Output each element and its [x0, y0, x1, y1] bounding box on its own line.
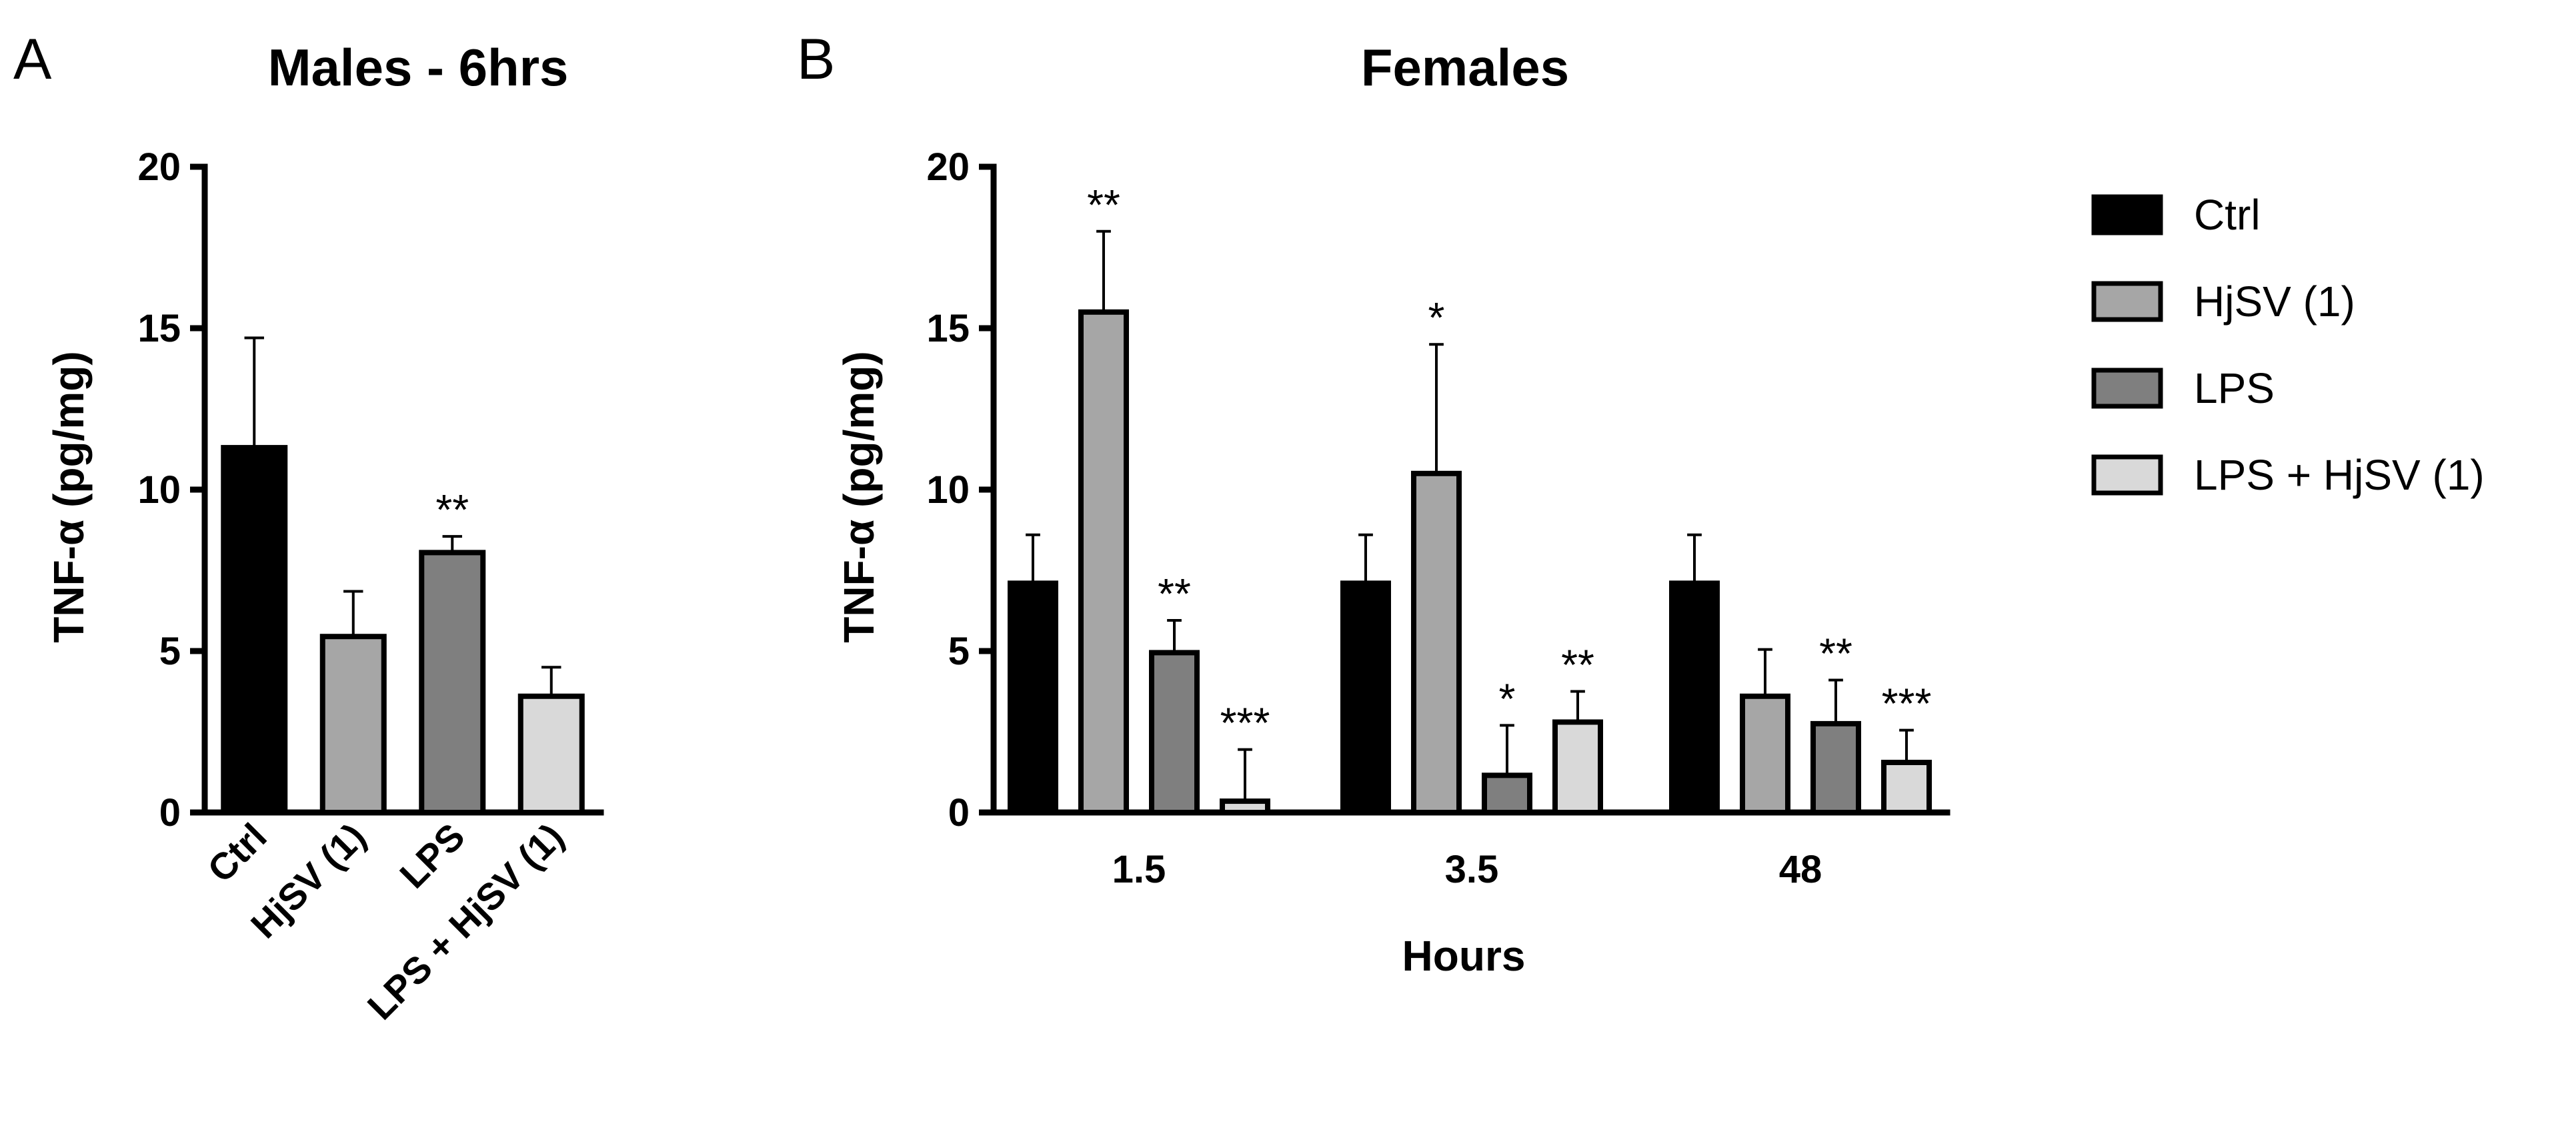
bar-hjsv-1	[1740, 693, 1790, 816]
error-bar	[1358, 533, 1373, 584]
bar-hjsv-1	[1078, 309, 1129, 815]
bar-group-1-5: *******	[1008, 181, 1270, 816]
legend-label: LPS	[2194, 364, 2275, 412]
significance-label: ***	[1882, 680, 1932, 728]
y-tick-label: 5	[159, 630, 181, 673]
bar-lps-hjsv-1	[517, 693, 585, 816]
error-bar	[1687, 533, 1702, 584]
panel-a-y-axis-label: TNF-α (pg/mg)	[45, 351, 93, 642]
error-bar	[244, 336, 264, 448]
legend-label: LPS + HjSV (1)	[2194, 451, 2485, 499]
bar-ctrl	[1340, 580, 1391, 815]
significance-label: **	[435, 486, 469, 534]
legend-item: HjSV (1)	[2091, 277, 2355, 326]
x-category-label: 1.5	[1112, 848, 1166, 891]
error-bar	[1429, 343, 1444, 474]
significance-label: **	[1561, 641, 1594, 689]
error-bar	[1238, 748, 1252, 802]
y-tick-label: 15	[926, 307, 970, 350]
y-tick-label: 20	[926, 145, 970, 189]
significance-label: **	[1819, 630, 1852, 678]
error-bar	[1828, 678, 1843, 724]
legend-swatch	[2091, 368, 2163, 409]
x-category-label: LPS	[391, 815, 473, 897]
error-bar	[1570, 690, 1585, 722]
bar-lps	[419, 550, 486, 815]
error-bar	[1500, 724, 1514, 776]
error-bar	[1167, 619, 1182, 653]
legend-label: Ctrl	[2194, 191, 2261, 239]
error-bar	[541, 666, 561, 696]
panel-a-letter: A	[13, 27, 52, 91]
error-bar	[1026, 533, 1040, 584]
y-tick-label: 10	[926, 468, 970, 512]
bar-ctrl	[1008, 580, 1058, 815]
x-category-label: 48	[1779, 848, 1822, 891]
legend-label: HjSV (1)	[2194, 277, 2355, 326]
bar-lps-hjsv-1	[1552, 719, 1603, 815]
significance-label: ***	[1220, 699, 1270, 747]
bar-hjsv-1	[319, 634, 387, 815]
panel-a-title: Males - 6hrs	[268, 38, 569, 97]
significance-label: *	[1499, 674, 1516, 722]
y-tick-label: 20	[137, 145, 181, 189]
bar-ctrl	[221, 445, 288, 815]
y-tick-label: 10	[137, 468, 181, 512]
legend-item: LPS + HjSV (1)	[2091, 451, 2485, 499]
panel-b-y-axis-label: TNF-α (pg/mg)	[835, 351, 883, 642]
error-bar	[1096, 229, 1111, 312]
legend-swatch	[2091, 454, 2163, 496]
significance-label: **	[1158, 570, 1191, 618]
bar-group-48: *****	[1669, 533, 1932, 816]
bar-lps	[1149, 650, 1200, 815]
panel-b-letter: B	[797, 27, 835, 91]
x-category-label: 3.5	[1445, 848, 1499, 891]
error-bar	[442, 535, 462, 553]
bar-lps-hjsv-1	[1881, 759, 1932, 815]
significance-label: **	[1087, 181, 1120, 229]
y-tick-label: 0	[948, 791, 970, 834]
error-bar	[343, 590, 363, 637]
legend-swatch	[2091, 194, 2163, 235]
bar-lps-hjsv-1	[1220, 798, 1270, 816]
x-category-label: Ctrl	[199, 815, 275, 891]
bar-lps	[1482, 772, 1532, 815]
y-tick-label: 15	[137, 307, 181, 350]
y-tick-label: 5	[948, 630, 970, 673]
significance-label: *	[1428, 294, 1445, 342]
bar-lps	[1810, 720, 1861, 816]
error-bar	[1899, 728, 1914, 762]
y-tick-label: 0	[159, 791, 181, 834]
error-bar	[1758, 648, 1772, 696]
panel-b-x-axis-label: Hours	[1402, 932, 1526, 980]
bar-group-3-5: ****	[1340, 294, 1603, 815]
legend: Ctrl HjSV (1) LPS LPS + HjSV (1)	[2091, 191, 2485, 499]
legend-swatch	[2091, 281, 2163, 322]
legend-item: LPS	[2091, 364, 2275, 412]
legend-item: Ctrl	[2091, 191, 2261, 239]
bar-ctrl	[1669, 580, 1720, 815]
panel-b-title: Females	[1361, 38, 1569, 97]
bar-hjsv-1	[1411, 470, 1462, 815]
